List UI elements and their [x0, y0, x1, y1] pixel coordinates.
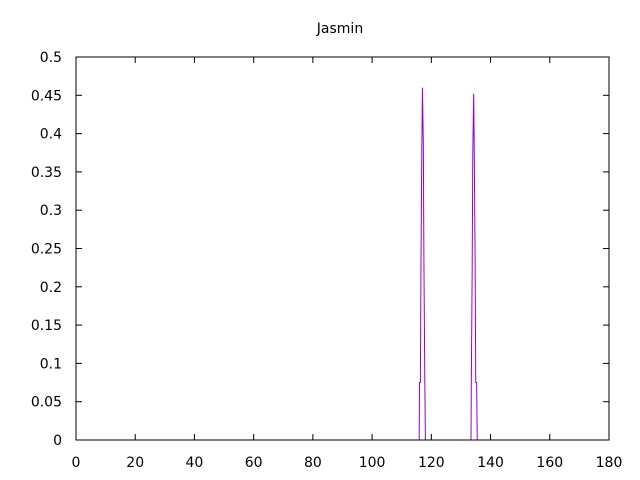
- y-tick-label: 0.35: [31, 165, 62, 181]
- y-tick-label: 0.05: [31, 395, 62, 411]
- y-tick-label: 0.1: [40, 356, 62, 372]
- y-tick-label: 0.3: [40, 203, 62, 219]
- y-tick-label: 0.25: [31, 242, 62, 258]
- x-tick-label: 80: [304, 455, 322, 471]
- x-tick-label: 20: [126, 455, 144, 471]
- y-tick-label: 0.4: [40, 127, 62, 143]
- ticks-layer: 0 20 40 60 80 100 120 140 160 180 0 0.05 0.1 0.15 0.2 0…: [31, 50, 623, 471]
- x-tick-label: 0: [72, 455, 81, 471]
- x-tick-label: 40: [186, 455, 204, 471]
- y-tick-label: 0.45: [31, 88, 62, 104]
- series-line-0: [76, 87, 609, 441]
- x-tick-label: 120: [418, 455, 445, 471]
- series-layer: [76, 87, 609, 441]
- plot-frame: [75, 56, 610, 441]
- y-tick-label: 0.2: [40, 280, 62, 296]
- y-tick-label: 0.5: [40, 50, 62, 66]
- x-tick-label: 100: [359, 455, 386, 471]
- x-tick-label: 60: [245, 455, 263, 471]
- x-tick-label: 180: [596, 455, 623, 471]
- y-tick-label: 0.15: [31, 318, 62, 334]
- x-tick-label: 160: [536, 455, 563, 471]
- chart-title: Jasmin: [316, 21, 363, 37]
- y-tick-label: 0: [53, 433, 62, 449]
- x-tick-label: 140: [477, 455, 504, 471]
